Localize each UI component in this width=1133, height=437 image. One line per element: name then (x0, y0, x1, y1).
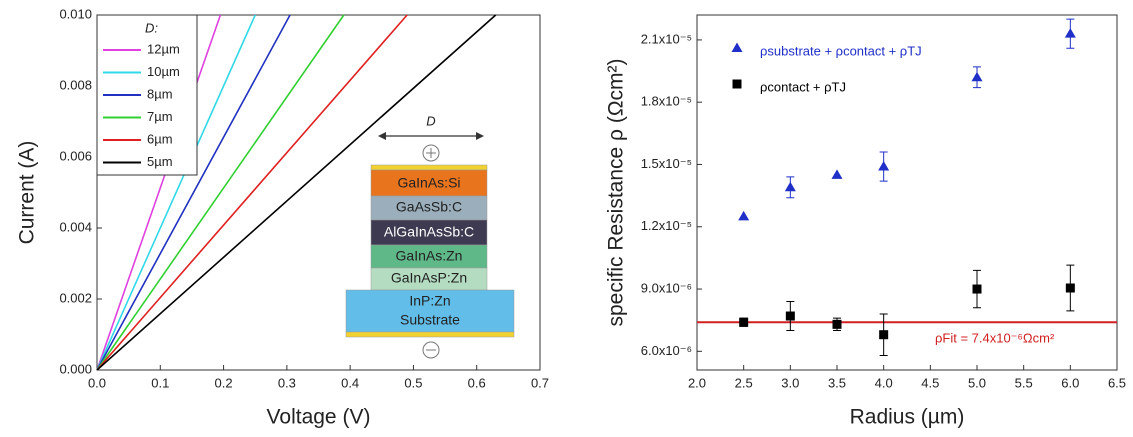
x-tick-label: 0.2 (215, 375, 233, 390)
x-tick-label: 0.7 (531, 375, 549, 390)
top-contact (370, 164, 488, 171)
x-tick-label: 0.4 (341, 375, 359, 390)
series-line (96, 14, 222, 371)
layer-label: GaInAs:Zn (396, 248, 463, 264)
width-label: D (426, 113, 435, 128)
data-point (832, 319, 842, 329)
legend-label: 12µm (147, 41, 180, 56)
y-tick-label: 0.010 (59, 6, 92, 21)
x-tick-label: 2.5 (735, 375, 753, 390)
data-point (1064, 28, 1076, 38)
x-tick-label: 5.5 (1015, 375, 1033, 390)
data-point (785, 311, 795, 321)
legend-label: 6µm (147, 131, 173, 146)
legend-marker (732, 79, 742, 89)
plus-terminal (422, 144, 440, 162)
y-tick-label: 0.002 (59, 290, 92, 305)
x-tick-label: 0.5 (404, 375, 422, 390)
legend-label: 7µm (147, 109, 173, 124)
x-tick-label: 3.0 (781, 375, 799, 390)
series-line (96, 14, 408, 371)
y-tick-label: 0.000 (59, 361, 92, 376)
series-line (96, 14, 345, 371)
legend-title: D: (145, 20, 158, 35)
series-line (96, 14, 256, 371)
data-point (831, 169, 843, 179)
series-line (96, 14, 497, 371)
y-tick-label: 0.006 (59, 148, 92, 163)
y-axis-title: Current (A) (16, 141, 39, 245)
layer (370, 195, 488, 221)
legend-label: 5µm (147, 154, 173, 169)
data-point (738, 210, 750, 221)
layer-label: GaInAsP:Zn (391, 270, 467, 286)
x-tick-label: 0.1 (151, 375, 169, 390)
x-axis-title: Voltage (V) (267, 406, 371, 429)
data-point (972, 284, 982, 294)
y-axis-title: specific Resistance ρ (Ωcm²) (605, 58, 628, 326)
x-tick-label: 5.0 (968, 375, 986, 390)
data-point (784, 181, 796, 192)
layer-label: GaInAs:Si (397, 175, 460, 191)
fit-label: ρFit = 7.4x10⁻⁶Ωcm² (935, 331, 1055, 346)
y-tick-label: 0.004 (59, 219, 92, 234)
x-tick-label: 4.0 (875, 375, 893, 390)
substrate (345, 289, 515, 333)
legend-marker (731, 42, 743, 52)
minus-terminal (422, 341, 440, 359)
y-tick-label: 1.8x10⁻⁵ (641, 94, 692, 109)
inset-diagram: D GaInAs:Si GaAsSb:C AlGaInAsSb:C GaInAs… (345, 113, 515, 359)
data-point (971, 71, 983, 82)
data-point (878, 161, 890, 171)
data-point (739, 317, 749, 327)
substrate-label: Substrate (400, 312, 460, 328)
x-tick-label: 2.0 (688, 375, 706, 390)
y-tick-label: 9.0x10⁻⁶ (641, 280, 692, 295)
data-point (1065, 283, 1075, 293)
layer (370, 169, 488, 197)
x-tick-label: 6.5 (1108, 375, 1126, 390)
layer-label: GaAsSb:C (396, 199, 462, 215)
x-tick-label: 3.5 (828, 375, 846, 390)
series-line (96, 14, 291, 371)
x-tick-label: 0.3 (278, 375, 296, 390)
data-point (879, 330, 889, 340)
layer (370, 219, 488, 246)
y-tick-label: 0.008 (59, 77, 92, 92)
y-tick-label: 1.2x10⁻⁵ (641, 218, 692, 233)
y-tick-label: 2.1x10⁻⁵ (641, 31, 692, 46)
x-tick-label: 0.6 (468, 375, 486, 390)
legend-label: 10µm (147, 64, 180, 79)
plus-sign (426, 148, 436, 158)
x-tick-label: 6.0 (1061, 375, 1079, 390)
y-tick-label: 6.0x10⁻⁶ (641, 343, 692, 358)
x-axis-title: Radius (µm) (850, 406, 965, 429)
substrate-label: InP:Zn (409, 293, 450, 309)
x-tick-label: 4.5 (921, 375, 939, 390)
legend-label: ρcontact + ρTJ (760, 79, 846, 94)
plot-frame (696, 14, 1118, 371)
y-tick-label: 1.5x10⁻⁵ (641, 156, 692, 171)
x-tick-label: 0.0 (88, 375, 106, 390)
layer-label: AlGaInAsSb:C (384, 224, 474, 240)
bottom-contact (345, 331, 515, 338)
legend-label: ρsubstrate + ρcontact + ρTJ (760, 43, 922, 58)
legend-label: 8µm (147, 86, 173, 101)
plot-frame (96, 14, 541, 371)
